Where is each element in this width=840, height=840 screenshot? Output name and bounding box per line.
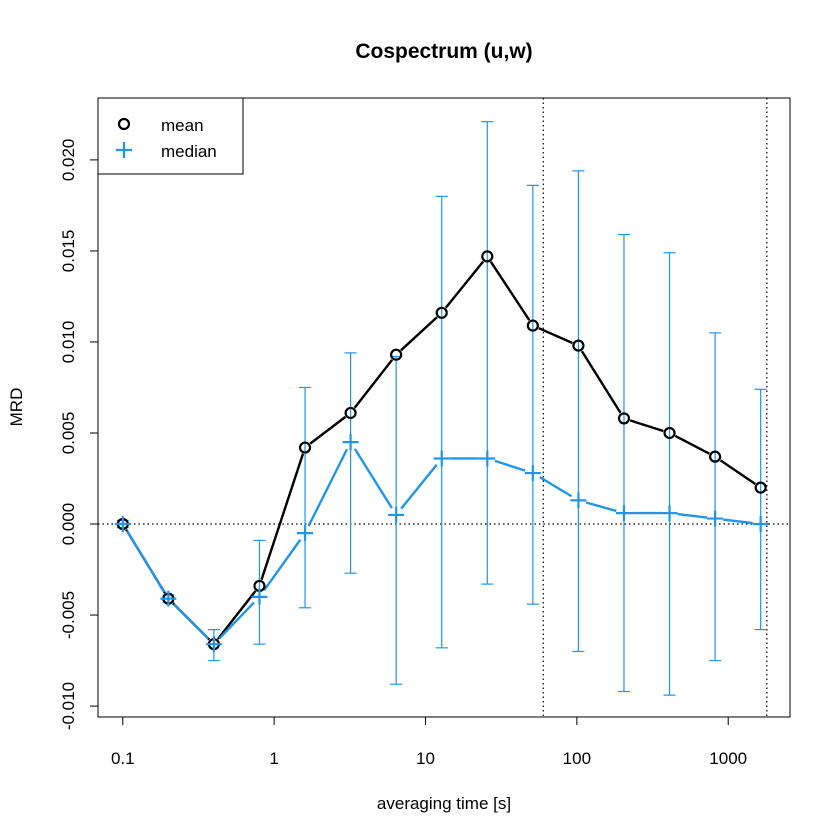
median-point [433,450,450,467]
mean-line-segment [353,359,394,409]
legend-median-label: median [161,142,217,161]
mean-line-segment [400,316,438,352]
median-point [205,636,222,653]
legend-mean-marker [117,117,131,131]
median-point [752,516,769,533]
median-point [388,506,405,523]
error-bar [344,352,357,574]
error-bar [572,170,585,653]
median-line-segment [263,538,302,592]
median-line-segment [494,459,526,472]
mean-point [617,412,631,425]
median-point [114,516,131,533]
x-axis-label: averaging time [s] [377,794,511,813]
y-tick-label: 0.000 [59,503,78,546]
mean-point [298,441,312,454]
x-tick-label: 100 [563,749,591,768]
median-line-segment [722,518,753,525]
x-tick-label: 10 [416,749,435,768]
median-line-segment [307,448,349,527]
y-axis-label: MRD [7,388,26,427]
error-bar [299,386,312,609]
error-bars [116,121,767,696]
x-tick-label: 1000 [709,749,747,768]
error-bar [709,332,722,662]
error-bar [435,195,448,649]
median-line-segment [353,448,393,509]
error-bar [754,388,767,631]
mean-line-segment [216,590,257,640]
series-lines [125,260,756,641]
mean-point [435,306,448,319]
y-tick-label: 0.020 [59,139,78,182]
median-line-segment [173,603,210,640]
median-line-segment [585,501,617,513]
series-markers [114,250,769,653]
median-point [570,492,587,509]
mean-point [390,348,403,361]
mean-line-segment [719,459,756,485]
median-point [524,465,541,482]
median-point [251,588,268,605]
median-point [615,505,632,522]
median-line-segment [125,530,166,593]
mean-point [709,450,722,463]
legend-mean-label: mean [161,116,204,135]
mean-line-segment [260,453,305,581]
median-line-segment [400,463,438,510]
x-tick-label: 1 [269,749,278,768]
mean-point [754,481,767,494]
mean-line-segment [580,350,622,414]
error-bar [481,121,494,585]
median-line-segment [539,476,573,498]
mean-line-segment [538,327,573,345]
y-tick-label: 0.015 [59,230,78,273]
mean-line-segment [674,434,710,455]
mean-line-segment [629,419,664,433]
mean-line-segment [444,260,485,309]
y-tick-label: -0.010 [59,682,78,730]
median-point [661,505,678,522]
mean-line-segment [309,415,347,445]
legend-box [97,97,244,175]
mean-line-segment [489,261,531,321]
mean-point [526,319,539,332]
x-tick-label: 0.1 [111,749,135,768]
reference-lines [98,98,790,717]
plot-frame [97,97,791,718]
legend-median-marker [116,142,132,158]
error-bar [617,233,630,693]
median-point [707,510,724,527]
mean-point [663,426,676,440]
legend: mean median [97,97,244,175]
median-point [297,525,314,542]
median-point [160,590,177,607]
mean-point [344,406,357,420]
y-tick-label: -0.005 [59,591,78,639]
median-point [342,434,359,451]
chart-title: Cospectrum (u,w) [355,40,532,63]
y-tick-label: 0.005 [59,412,78,455]
y-axis: -0.010 -0.005 0.000 0.005 0.010 0.015 0.020 [59,139,99,730]
error-bar [526,184,539,605]
mean-point [481,250,494,263]
y-tick-label: 0.010 [59,321,78,364]
median-point [479,450,496,467]
mean-point [572,339,585,352]
x-axis: 0.1 1 10 100 1000 [111,716,747,768]
error-bar [663,252,676,696]
median-line-segment [677,512,708,519]
median-line-segment [218,601,255,640]
